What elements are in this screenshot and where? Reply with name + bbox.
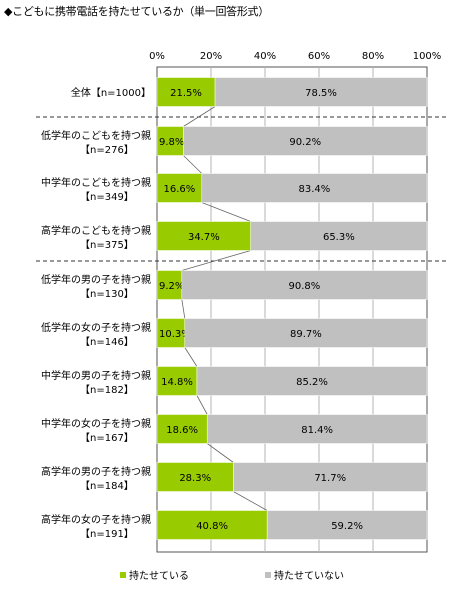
bar-value-label: 71.7% <box>314 473 346 484</box>
bar-value-label: 65.3% <box>323 232 355 243</box>
bar-value-label: 89.7% <box>290 329 322 340</box>
x-tick-label: 60% <box>308 51 330 62</box>
category-n-label: 【n=375】 <box>80 239 134 251</box>
category-label: 中学年のこどもを持つ親 <box>41 176 151 189</box>
bar-segment-have <box>156 414 208 444</box>
bar-value-label: 90.8% <box>289 281 321 292</box>
category-label: 高学年のこどもを持つ親 <box>41 224 151 237</box>
bar-segment-not-have <box>181 270 428 300</box>
bar-value-label: 78.5% <box>305 88 337 99</box>
x-tick-label: 80% <box>362 51 384 62</box>
x-tick-label: 0% <box>149 51 165 62</box>
bar-value-label: 10.3% <box>159 329 191 340</box>
bar-value-label: 9.8% <box>159 137 184 148</box>
category-label: 全体【n=1000】 <box>71 86 151 99</box>
plot-frame <box>156 66 428 553</box>
bar-segment-have <box>156 510 268 540</box>
x-tick-label: 100% <box>413 51 442 62</box>
category-n-label: 【n=184】 <box>80 480 134 492</box>
bar-value-label: 9.2% <box>159 281 184 292</box>
category-n-label: 【n=349】 <box>80 191 134 203</box>
bar-value-label: 59.2% <box>331 521 363 532</box>
category-label: 高学年の男の子を持つ親 <box>41 465 151 478</box>
bar-value-label: 28.3% <box>179 473 211 484</box>
bar-segment-have <box>156 77 216 107</box>
bar-value-label: 40.8% <box>196 521 228 532</box>
category-label: 高学年の女の子を持つ親 <box>41 513 151 526</box>
connector-line <box>181 250 251 271</box>
category-n-label: 【n=276】 <box>80 144 134 156</box>
bar-value-label: 14.8% <box>161 377 193 388</box>
bar-segment-have <box>156 462 234 492</box>
legend-swatch-have <box>120 572 126 578</box>
connector-line <box>233 491 268 511</box>
connector-line <box>206 443 234 463</box>
category-label: 低学年の女の子を持つ親 <box>41 321 151 334</box>
bar-value-label: 21.5% <box>170 88 202 99</box>
category-label: 低学年のこどもを持つ親 <box>41 129 151 142</box>
bar-segment-have <box>156 221 251 251</box>
bar-segment-not-have <box>183 126 428 156</box>
legend-swatch-not-have <box>265 572 271 578</box>
bar-segment-have <box>156 318 186 348</box>
category-label: 中学年の男の子を持つ親 <box>41 369 151 382</box>
connector-line <box>196 395 208 415</box>
legend-label: 持たせていない <box>274 569 344 582</box>
bar-value-label: 16.6% <box>164 184 196 195</box>
connector-line <box>183 155 203 174</box>
bar-segment-not-have <box>266 510 428 540</box>
x-tick-label: 40% <box>254 51 276 62</box>
category-n-label: 【n=167】 <box>80 432 134 444</box>
bar-segment-have <box>156 366 198 396</box>
bar-value-label: 34.7% <box>188 232 220 243</box>
x-tick-label: 20% <box>200 51 222 62</box>
bar-segment-not-have <box>184 318 428 348</box>
connector-line <box>181 299 186 319</box>
bar-segment-not-have <box>196 366 428 396</box>
bar-value-label: 18.6% <box>166 425 198 436</box>
category-n-label: 【n=191】 <box>80 528 134 540</box>
category-label: 中学年の女の子を持つ親 <box>41 417 151 430</box>
bar-segment-not-have <box>250 221 428 251</box>
bar-segment-not-have <box>201 173 428 203</box>
bar-segment-not-have <box>206 414 428 444</box>
bar-value-label: 90.2% <box>289 137 321 148</box>
chart-title: ◆こどもに携帯電話を持たせているか（単一回答形式） <box>4 5 269 18</box>
bar-segment-have <box>156 270 183 300</box>
bar-value-label: 83.4% <box>299 184 331 195</box>
connector-line <box>184 347 198 367</box>
bar-value-label: 85.2% <box>296 377 328 388</box>
category-n-label: 【n=182】 <box>80 384 134 396</box>
category-label: 低学年の男の子を持つ親 <box>41 273 151 286</box>
bar-value-label: 81.4% <box>301 425 333 436</box>
bar-segment-not-have <box>233 462 428 492</box>
category-n-label: 【n=146】 <box>80 336 134 348</box>
connector-line <box>183 106 216 127</box>
bar-segment-not-have <box>214 77 428 107</box>
connector-line <box>201 202 251 222</box>
category-n-label: 【n=130】 <box>80 288 134 300</box>
legend-label: 持たせている <box>129 569 189 582</box>
